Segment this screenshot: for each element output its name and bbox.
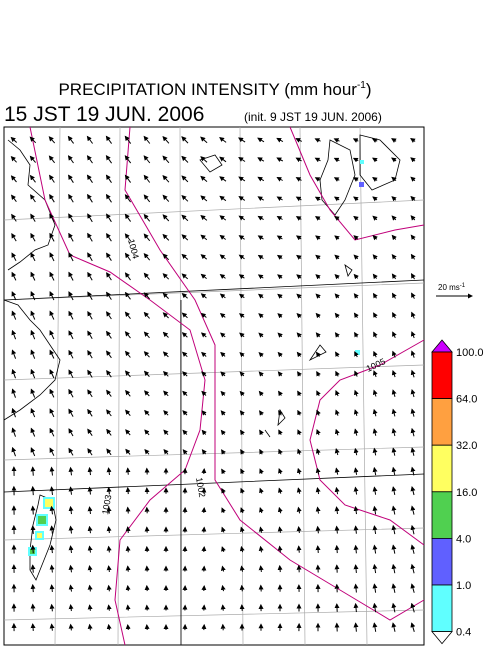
colorbar-label: 64.0 [456,394,477,406]
colorbar-segment [432,399,452,446]
title-text: PRECIPITATION INTENSITY (mm hour [58,80,357,99]
colorbar-label: 1.0 [456,580,471,592]
wind-arrow [128,625,129,630]
colorbar-segment [432,538,452,585]
colorbar-segment [432,585,452,632]
map-area: 1004 1005 1002 1003 [4,127,424,645]
title-close: ) [366,80,372,99]
colorbar-over [432,340,452,352]
wind-arrow [128,566,129,571]
wind-arrow [33,487,34,495]
title: PRECIPITATION INTENSITY (mm hour-1) [58,80,371,99]
wind-arrow [33,585,34,592]
vector-scale-text: 20 ms [438,283,460,292]
wind-arrow [299,546,300,552]
wind-arrow [33,624,34,631]
colorbar-label: 100.0 [456,347,484,359]
wind-arrow [33,565,34,572]
valid-time: 15 JST 19 JUN. 2006 [4,103,204,126]
rain-cell [44,498,54,508]
colorbar-label: 4.0 [456,533,471,545]
colorbar-label: 16.0 [456,487,477,499]
colorbar-segment [432,352,452,399]
wind-arrow [128,605,129,610]
vector-scale-label: 20 ms-1 [438,283,466,292]
wind-arrow [128,586,129,591]
wind-arrow [33,507,34,515]
colorbar-label: 32.0 [456,440,477,452]
wind-arrow [33,467,34,475]
vector-scale: 20 ms-1 [436,283,472,296]
init-time: (init. 9 JST 19 JUN. 2006) [244,110,382,124]
colorbar: 100.0 64.0 32.0 16.0 4.0 1.0 0.4 [432,340,484,644]
rain-cell [37,515,47,525]
colorbar-segment [432,445,452,492]
wind-arrow [33,546,34,554]
wind-arrow [128,508,129,514]
wind-arrow [128,547,129,553]
wind-arrow [223,605,224,610]
wind-arrow [128,527,129,533]
wind-arrow [318,546,319,553]
rain-cell [36,532,43,539]
rain-cell [359,182,364,187]
wind-arrow [128,468,129,474]
colorbar-segment [432,492,452,539]
wind-arrow [280,566,281,572]
wind-arrow [128,488,129,494]
wind-arrow [242,586,243,592]
wind-arrow [337,546,338,553]
colorbar-label: 0.4 [456,627,471,639]
vector-scale-superscript: -1 [460,283,466,289]
rain-cell [360,160,364,164]
wind-arrow [33,605,34,612]
wind-arrow [33,526,34,534]
colorbar-under [432,632,452,644]
